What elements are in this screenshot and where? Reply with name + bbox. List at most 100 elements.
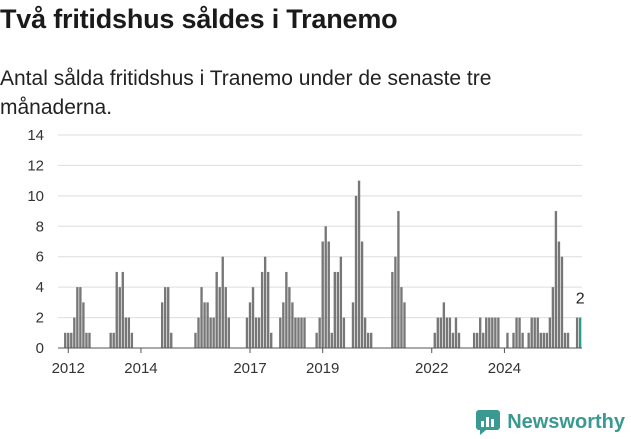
bar	[391, 271, 394, 348]
bar	[433, 332, 436, 348]
bar	[279, 317, 282, 348]
bar	[506, 332, 509, 348]
bar	[354, 195, 358, 348]
bar	[303, 317, 306, 348]
bar	[263, 256, 267, 348]
y-tick-label: 14	[27, 127, 44, 144]
bar	[336, 271, 340, 348]
bar	[545, 332, 549, 348]
bar	[515, 317, 518, 348]
bar	[536, 317, 539, 348]
bar	[203, 302, 206, 348]
y-tick-label: 2	[36, 310, 44, 327]
bar	[457, 332, 461, 348]
bar	[339, 256, 343, 348]
grid-lines	[58, 134, 582, 349]
bar	[109, 332, 112, 348]
y-tick-label: 6	[36, 249, 44, 266]
bar	[200, 287, 203, 348]
bar	[67, 332, 70, 348]
chart-subtitle: Antal sålda fritidshus i Tranemo under d…	[0, 67, 492, 119]
bar	[221, 256, 224, 348]
bar	[266, 271, 270, 348]
bar	[160, 302, 164, 348]
bar	[270, 332, 273, 348]
bar	[224, 287, 227, 348]
bar	[121, 271, 124, 348]
bar	[445, 317, 449, 348]
bar	[333, 271, 336, 348]
bar	[397, 211, 400, 348]
x-tick-label: 2014	[124, 360, 157, 377]
bar	[448, 317, 452, 348]
bar	[170, 332, 173, 348]
x-tick-label: 2019	[306, 360, 339, 377]
bar	[563, 332, 567, 348]
newsworthy-logo-icon	[476, 410, 501, 435]
bar	[260, 271, 264, 348]
bar	[79, 287, 82, 348]
bar	[297, 317, 300, 348]
x-tick-label: 2012	[52, 360, 85, 377]
bar	[342, 317, 346, 348]
bar	[491, 317, 494, 348]
bar	[112, 332, 115, 348]
bar	[527, 332, 530, 348]
x-tick-label: 2024	[488, 360, 521, 377]
bar	[488, 317, 491, 348]
bar	[206, 302, 209, 348]
bar	[130, 332, 134, 348]
bar	[475, 332, 479, 348]
bar	[73, 317, 76, 348]
bar	[400, 287, 403, 348]
bar	[330, 332, 333, 348]
bar	[218, 287, 221, 348]
bar	[124, 317, 127, 348]
bar	[315, 332, 318, 348]
bar	[245, 317, 249, 348]
bar	[257, 317, 261, 348]
bar	[394, 256, 397, 348]
bar	[442, 302, 446, 348]
brand-name[interactable]: Newsworthy	[507, 410, 625, 433]
bar	[127, 317, 131, 348]
bar	[533, 317, 536, 348]
bar	[436, 317, 439, 348]
bar	[248, 302, 252, 348]
bar	[197, 317, 200, 348]
bar	[551, 287, 555, 348]
bar	[167, 287, 170, 348]
bar	[363, 317, 367, 348]
bar	[360, 241, 364, 348]
bar	[369, 332, 373, 348]
bar	[403, 302, 406, 348]
bar	[518, 317, 521, 348]
bar	[539, 332, 542, 348]
bar	[542, 332, 545, 348]
bar	[164, 287, 167, 348]
x-tick-label: 2022	[415, 360, 448, 377]
last-bar-value-label: 2	[576, 291, 585, 308]
bar	[118, 287, 121, 348]
bar	[494, 317, 497, 348]
y-axis-ticks: 0 2 4 6 8 10 12 14	[27, 127, 44, 357]
bar	[548, 317, 552, 348]
bar	[530, 317, 533, 348]
bar	[575, 317, 579, 348]
bar	[472, 332, 476, 348]
bar	[76, 287, 79, 348]
y-tick-label: 0	[36, 340, 44, 357]
bar	[227, 317, 230, 348]
bar	[321, 241, 324, 348]
bar	[82, 302, 85, 348]
bar	[451, 332, 455, 348]
bar	[70, 332, 73, 348]
bar	[485, 317, 488, 348]
bar	[454, 317, 458, 348]
bar	[497, 317, 500, 348]
highlight-bar	[578, 317, 582, 348]
data-labels: 2	[576, 291, 585, 308]
bar	[560, 256, 564, 348]
newsworthy-brand[interactable]: Newsworthy	[475, 409, 625, 435]
x-axis: 2012 2014 2017 2019 2022 2024	[52, 347, 582, 377]
